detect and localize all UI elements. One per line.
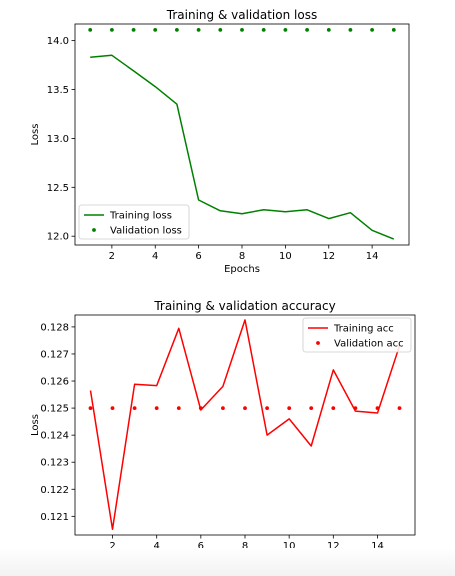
data-point <box>154 406 159 410</box>
legend-label: Validation loss <box>110 226 182 237</box>
x-tick-label: 8 <box>239 251 245 262</box>
data-point <box>175 28 179 32</box>
y-axis-label: Loss <box>30 414 41 436</box>
y-tick-label: 0.124 <box>40 431 69 442</box>
x-tick-label: 2 <box>109 251 115 262</box>
y-tick-label: 0.125 <box>40 404 69 415</box>
x-tick-label: 4 <box>154 541 160 552</box>
y-tick-label: 13.0 <box>47 134 69 145</box>
y-tick-label: 12.5 <box>47 183 69 194</box>
x-tick-label: 10 <box>283 541 296 552</box>
chart-title: Training & validation accuracy <box>153 299 335 313</box>
x-tick-label: 8 <box>242 541 248 552</box>
y-tick-label: 0.127 <box>40 349 69 360</box>
data-point <box>397 406 402 410</box>
data-point <box>243 406 247 410</box>
x-axis-label: Epochs <box>227 554 263 565</box>
data-point <box>391 28 396 32</box>
data-point <box>176 406 181 410</box>
data-point <box>88 406 93 410</box>
series-line-1-0 <box>89 319 401 531</box>
x-tick-label: 10 <box>279 251 292 262</box>
data-point <box>265 406 269 410</box>
y-axis-label: Loss <box>30 124 41 146</box>
x-tick-label: 4 <box>152 251 158 262</box>
legend-label: Training loss <box>109 211 172 222</box>
x-tick-label: 12 <box>322 251 335 262</box>
y-tick-label: 0.123 <box>40 458 69 469</box>
data-point <box>110 28 114 32</box>
x-tick-label: 12 <box>327 541 340 552</box>
x-axis-label: Epochs <box>224 264 260 275</box>
data-point <box>283 28 288 32</box>
legend-label: Validation acc <box>334 339 404 350</box>
data-point <box>153 28 158 32</box>
data-point <box>309 406 314 410</box>
x-tick-label: 6 <box>195 251 201 262</box>
data-point <box>132 406 137 410</box>
data-point <box>287 406 292 410</box>
y-tick-label: 0.121 <box>40 512 69 523</box>
data-point <box>196 28 201 32</box>
data-point <box>331 406 336 410</box>
y-tick-label: 0.126 <box>40 377 69 388</box>
data-point <box>221 406 225 410</box>
data-point <box>88 28 93 32</box>
data-point <box>370 28 374 32</box>
x-tick-label: 6 <box>198 541 204 552</box>
data-point <box>353 406 358 410</box>
data-point <box>198 406 203 410</box>
data-point <box>218 28 223 32</box>
x-tick-label: 14 <box>371 541 384 552</box>
series-line-0-0 <box>90 54 395 240</box>
data-point <box>326 28 331 32</box>
x-tick-label: 2 <box>109 541 115 552</box>
legend-label: Training acc <box>333 324 394 335</box>
legend-point-swatch <box>92 228 96 232</box>
data-point <box>131 28 136 32</box>
y-tick-label: 14.0 <box>47 36 69 47</box>
y-tick-label: 13.5 <box>47 85 69 96</box>
legend-box <box>302 317 412 353</box>
y-tick-label: 0.122 <box>40 485 69 496</box>
legend-point-swatch <box>316 341 320 345</box>
data-point <box>110 406 115 410</box>
y-tick-label: 12.0 <box>47 232 69 243</box>
chart-title: Training & validation loss <box>166 8 317 22</box>
data-point <box>305 28 309 32</box>
data-point <box>348 28 353 32</box>
x-tick-label: 14 <box>366 251 379 262</box>
data-point <box>375 406 380 410</box>
data-point <box>240 28 244 32</box>
data-point <box>261 28 266 32</box>
legend-box <box>78 204 190 240</box>
y-tick-label: 0.128 <box>40 322 69 333</box>
